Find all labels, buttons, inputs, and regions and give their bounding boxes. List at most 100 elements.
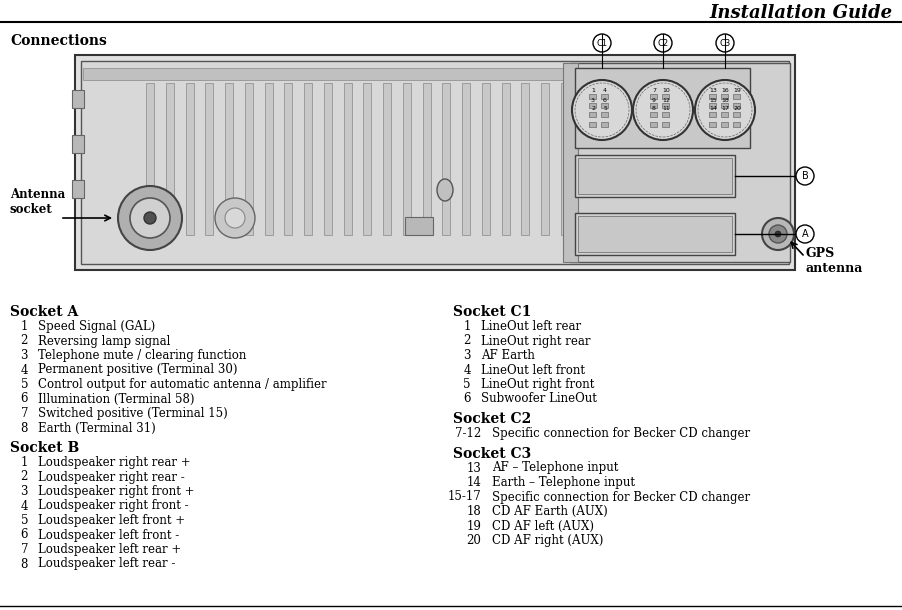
- Bar: [225, 83, 233, 235]
- Text: Specific connection for Becker CD changer: Specific connection for Becker CD change…: [492, 490, 750, 503]
- Bar: [570, 63, 790, 262]
- Bar: [462, 83, 470, 235]
- Bar: [662, 112, 669, 117]
- Text: Telephone mute / clearing function: Telephone mute / clearing function: [38, 349, 246, 362]
- Text: 19: 19: [466, 520, 481, 533]
- Bar: [264, 83, 272, 235]
- Text: 1: 1: [21, 320, 28, 333]
- Text: Loudspeaker right front -: Loudspeaker right front -: [38, 500, 189, 512]
- Circle shape: [654, 34, 672, 52]
- Text: 3: 3: [21, 349, 28, 362]
- Text: 2: 2: [21, 470, 28, 484]
- Bar: [403, 83, 411, 235]
- Bar: [733, 122, 740, 127]
- Text: Socket C1: Socket C1: [453, 305, 531, 319]
- Bar: [442, 83, 450, 235]
- Text: 19: 19: [733, 88, 741, 93]
- Text: CD AF Earth (AUX): CD AF Earth (AUX): [492, 505, 608, 518]
- Text: 5|: 5|: [658, 162, 668, 173]
- Bar: [709, 122, 716, 127]
- Circle shape: [633, 80, 693, 140]
- Text: 6: 6: [21, 528, 28, 542]
- Text: C3: C3: [720, 38, 731, 48]
- Bar: [304, 83, 312, 235]
- Text: 20: 20: [466, 534, 481, 547]
- Text: AF Earth: AF Earth: [481, 349, 535, 362]
- Text: Connections: Connections: [10, 34, 106, 48]
- Bar: [72, 180, 84, 198]
- Text: 7: 7: [21, 407, 28, 420]
- Circle shape: [762, 218, 794, 250]
- Text: Antenna
socket: Antenna socket: [10, 188, 65, 216]
- Bar: [166, 83, 174, 235]
- Text: LineOut left rear: LineOut left rear: [481, 320, 581, 333]
- Bar: [364, 83, 372, 235]
- Circle shape: [716, 34, 734, 52]
- Text: 6: 6: [464, 392, 471, 406]
- Text: 1|: 1|: [587, 220, 599, 232]
- Bar: [709, 103, 716, 108]
- Bar: [502, 83, 510, 235]
- Text: Permanent positive (Terminal 30): Permanent positive (Terminal 30): [38, 364, 237, 376]
- Text: 15-17: 15-17: [447, 490, 481, 503]
- Text: Illumination (Terminal 58): Illumination (Terminal 58): [38, 392, 195, 406]
- Text: 13: 13: [709, 88, 717, 93]
- Circle shape: [796, 225, 814, 243]
- Text: 7|: 7|: [693, 162, 704, 173]
- Text: A: A: [802, 229, 808, 239]
- Circle shape: [118, 186, 182, 250]
- Text: •: •: [568, 171, 574, 181]
- Bar: [601, 94, 608, 99]
- Bar: [650, 94, 657, 99]
- Text: 5|: 5|: [658, 220, 668, 232]
- Text: 5: 5: [21, 378, 28, 391]
- Text: Subwoofer LineOut: Subwoofer LineOut: [481, 392, 597, 406]
- Text: Loudspeaker left front -: Loudspeaker left front -: [38, 528, 179, 542]
- Text: 1: 1: [21, 456, 28, 469]
- Bar: [601, 103, 608, 108]
- Bar: [733, 94, 740, 99]
- Text: 10: 10: [662, 88, 670, 93]
- Text: 12: 12: [662, 98, 670, 102]
- Text: Specific connection for Becker CD changer: Specific connection for Becker CD change…: [492, 427, 750, 440]
- Circle shape: [215, 198, 255, 238]
- Text: Socket C3: Socket C3: [453, 447, 531, 461]
- Bar: [146, 83, 154, 235]
- Bar: [75, 55, 795, 270]
- Bar: [206, 83, 213, 235]
- Text: 7-12: 7-12: [455, 427, 481, 440]
- Text: 4: 4: [21, 364, 28, 376]
- Bar: [578, 158, 732, 194]
- Text: Loudspeaker right rear +: Loudspeaker right rear +: [38, 456, 190, 469]
- Bar: [561, 83, 569, 235]
- Bar: [575, 213, 735, 255]
- Text: Installation Guide: Installation Guide: [710, 4, 893, 22]
- Bar: [709, 112, 716, 117]
- Circle shape: [572, 80, 632, 140]
- Text: Reversing lamp signal: Reversing lamp signal: [38, 334, 170, 348]
- Text: Loudspeaker left front +: Loudspeaker left front +: [38, 514, 185, 527]
- Bar: [244, 83, 253, 235]
- Text: Speed Signal (GAL): Speed Signal (GAL): [38, 320, 155, 333]
- Text: 2|: 2|: [587, 234, 599, 245]
- Text: 5: 5: [603, 107, 607, 112]
- Text: 16: 16: [721, 88, 729, 93]
- Bar: [81, 61, 789, 264]
- Text: 1: 1: [591, 88, 595, 93]
- Text: 1: 1: [464, 320, 471, 333]
- Text: LineOut right front: LineOut right front: [481, 378, 594, 391]
- Text: 3: 3: [591, 98, 595, 102]
- Text: Socket B: Socket B: [10, 441, 79, 455]
- Circle shape: [225, 208, 245, 228]
- Text: Loudspeaker right front +: Loudspeaker right front +: [38, 485, 195, 498]
- Bar: [589, 103, 596, 108]
- Bar: [650, 103, 657, 108]
- Text: 13: 13: [466, 462, 481, 475]
- Text: 8: 8: [21, 422, 28, 434]
- Bar: [721, 122, 728, 127]
- Bar: [541, 83, 549, 235]
- Text: Loudspeaker left rear +: Loudspeaker left rear +: [38, 543, 181, 556]
- Bar: [284, 83, 292, 235]
- Bar: [344, 83, 352, 235]
- Text: 5: 5: [464, 378, 471, 391]
